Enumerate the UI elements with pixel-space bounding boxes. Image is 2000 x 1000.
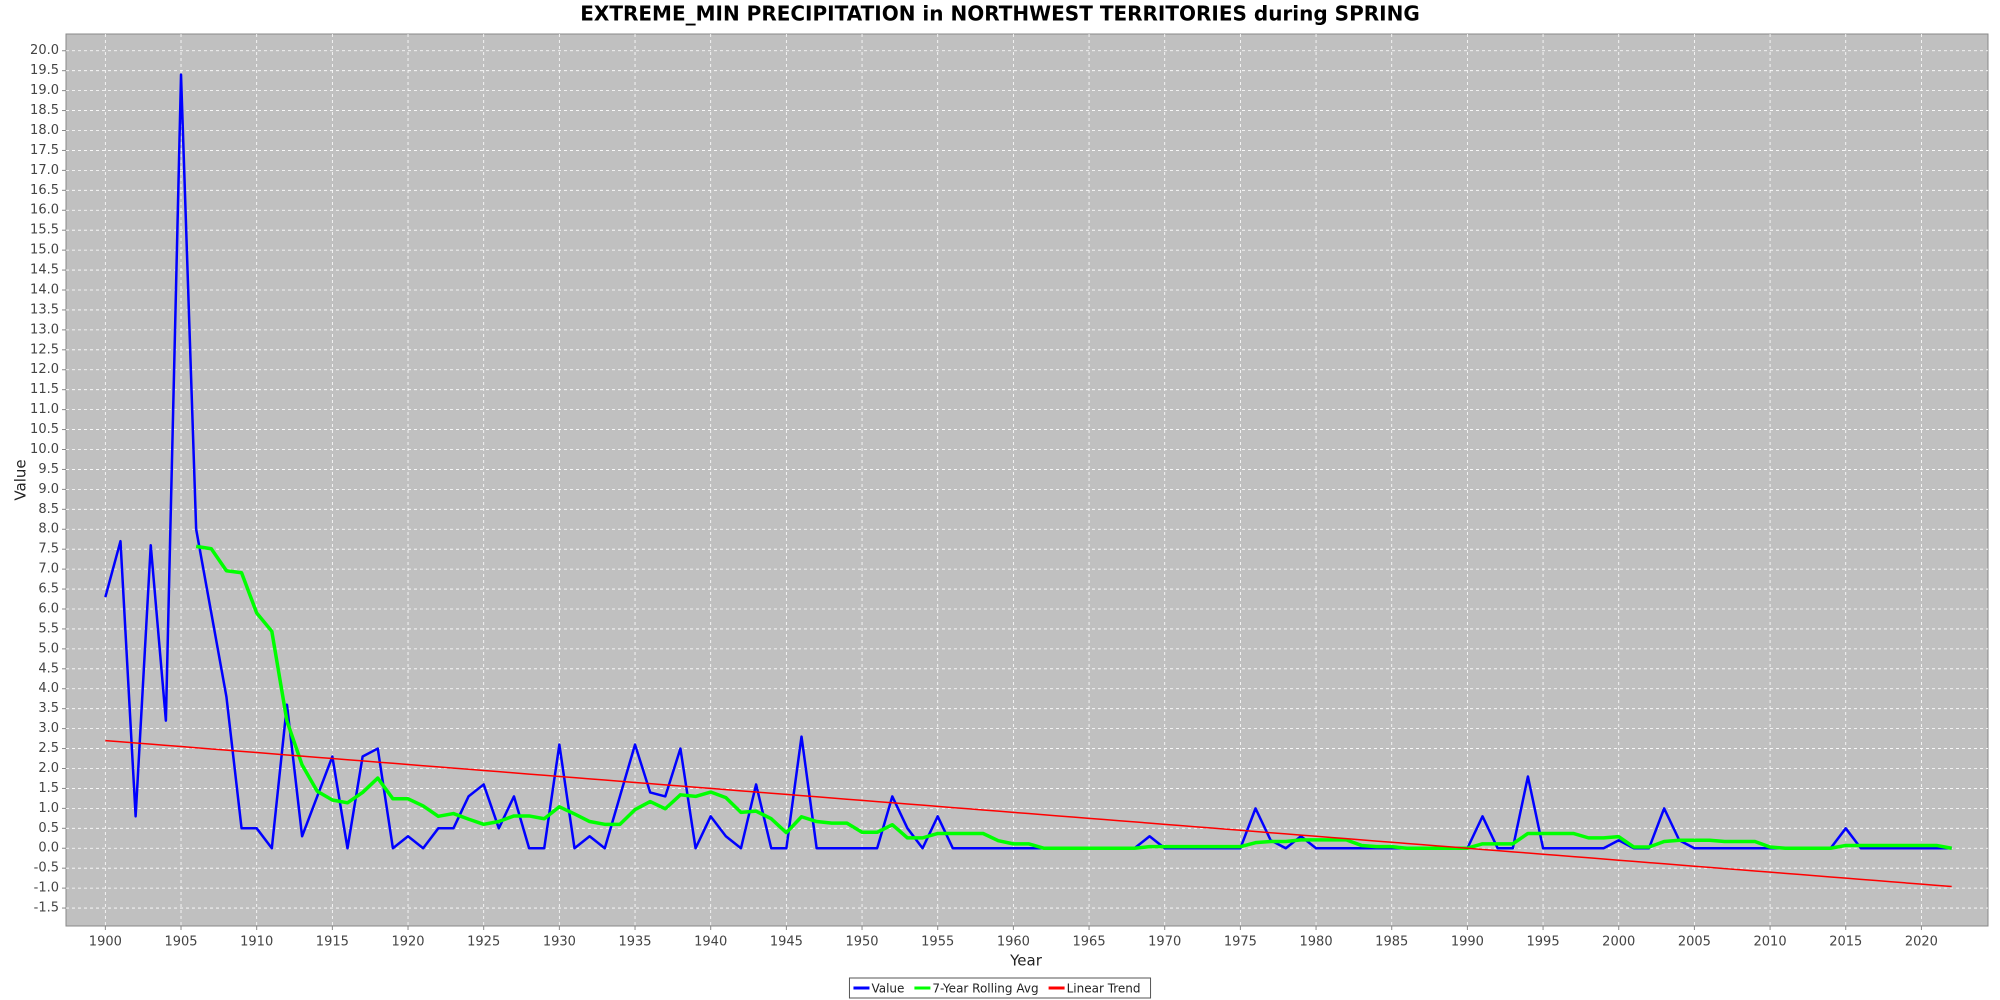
x-tick-label: 1960 <box>997 935 1030 950</box>
x-tick-label: 1975 <box>1224 935 1257 950</box>
y-tick-label: 2.5 <box>38 741 59 756</box>
y-tick-label: 14.0 <box>30 282 59 297</box>
y-tick-label: 9.5 <box>38 462 59 477</box>
y-tick-label: 12.5 <box>30 342 59 357</box>
x-tick-label: 1910 <box>240 935 273 950</box>
x-tick-label: 1905 <box>164 935 197 950</box>
x-tick-label: 1940 <box>694 935 727 950</box>
y-tick-label: 13.5 <box>30 302 59 317</box>
series-line <box>105 739 1952 888</box>
y-tick-label: 20.0 <box>30 43 59 58</box>
x-tick-label: 1990 <box>1451 935 1484 950</box>
y-tick-label: 4.5 <box>38 661 59 676</box>
legend-label: 7-Year Rolling Avg <box>932 982 1038 996</box>
legend-label: Linear Trend <box>1067 982 1141 996</box>
x-tick-label: 1970 <box>1148 935 1181 950</box>
y-tick-label: 10.0 <box>30 442 59 457</box>
x-tick-label: 1945 <box>770 935 803 950</box>
plot-area <box>65 33 1989 927</box>
y-tick-label: 11.0 <box>30 402 59 417</box>
y-tick-label: 3.0 <box>38 721 59 736</box>
y-tick-label: 0.0 <box>38 841 59 856</box>
y-tick-label: 5.5 <box>38 621 59 636</box>
y-tick-label: 12.0 <box>30 362 59 377</box>
x-tick-label: 1950 <box>845 935 878 950</box>
y-tick-label: 7.5 <box>38 542 59 557</box>
x-tick-label: 1930 <box>543 935 576 950</box>
y-tick-label: 10.5 <box>30 422 59 437</box>
y-tick-label: 13.0 <box>30 322 59 337</box>
y-tick-label: 2.0 <box>38 761 59 776</box>
x-tick-label: 1900 <box>89 935 122 950</box>
y-tick-label: 18.0 <box>30 123 59 138</box>
y-tick-label: 11.5 <box>30 382 59 397</box>
y-tick-label: 19.5 <box>30 63 59 78</box>
y-tick-label: 17.0 <box>30 163 59 178</box>
y-tick-label: 15.5 <box>30 223 59 238</box>
y-tick-label: 1.5 <box>38 781 59 796</box>
x-axis-title: Year <box>1009 952 1043 970</box>
series-line <box>195 544 1952 850</box>
x-tick-label: 2005 <box>1678 935 1711 950</box>
y-tick-label: 6.5 <box>38 582 59 597</box>
y-tick-label: 19.0 <box>30 83 59 98</box>
y-tick-label: 0.5 <box>38 821 59 836</box>
y-tick-label: 4.0 <box>38 681 59 696</box>
x-tick-label: 2000 <box>1602 935 1635 950</box>
y-tick-label: 17.5 <box>30 143 59 158</box>
legend-box <box>848 977 1152 999</box>
y-tick-label: -1.5 <box>34 901 59 916</box>
y-tick-label: 15.0 <box>30 243 59 258</box>
y-tick-label: 8.5 <box>38 502 59 517</box>
x-tick-label: 1935 <box>618 935 651 950</box>
y-tick-label: 18.5 <box>30 103 59 118</box>
x-tick-label: 1955 <box>921 935 954 950</box>
y-tick-label: 6.0 <box>38 601 59 616</box>
y-tick-label: 7.0 <box>38 562 59 577</box>
y-tick-label: -0.5 <box>34 861 59 876</box>
y-tick-label: 9.0 <box>38 482 59 497</box>
x-tick-label: 1980 <box>1300 935 1333 950</box>
x-tick-label: 1985 <box>1375 935 1408 950</box>
y-tick-label: 16.0 <box>30 203 59 218</box>
y-tick-label: 16.5 <box>30 183 59 198</box>
x-tick-label: 2010 <box>1754 935 1787 950</box>
legend-label: Value <box>871 982 904 996</box>
x-tick-label: 1920 <box>391 935 424 950</box>
legend: Value 7-Year Rolling Avg Linear Trend <box>848 977 1152 999</box>
y-tick-label: 8.0 <box>38 522 59 537</box>
chart-title: EXTREME_MIN PRECIPITATION in NORTHWEST T… <box>580 2 1419 26</box>
y-tick-label: 3.5 <box>38 701 59 716</box>
x-tick-label: 1995 <box>1527 935 1560 950</box>
x-tick-label: 2020 <box>1905 935 1938 950</box>
y-tick-label: 1.0 <box>38 801 59 816</box>
y-tick-label: 14.5 <box>30 263 59 278</box>
x-tick-label: 2015 <box>1829 935 1862 950</box>
y-tick-label: -1.0 <box>34 881 59 896</box>
x-tick-label: 1915 <box>316 935 349 950</box>
x-tick-label: 1925 <box>467 935 500 950</box>
x-tick-label: 1965 <box>1073 935 1106 950</box>
y-tick-label: 5.0 <box>38 641 59 656</box>
y-axis-title: Value <box>12 459 30 500</box>
